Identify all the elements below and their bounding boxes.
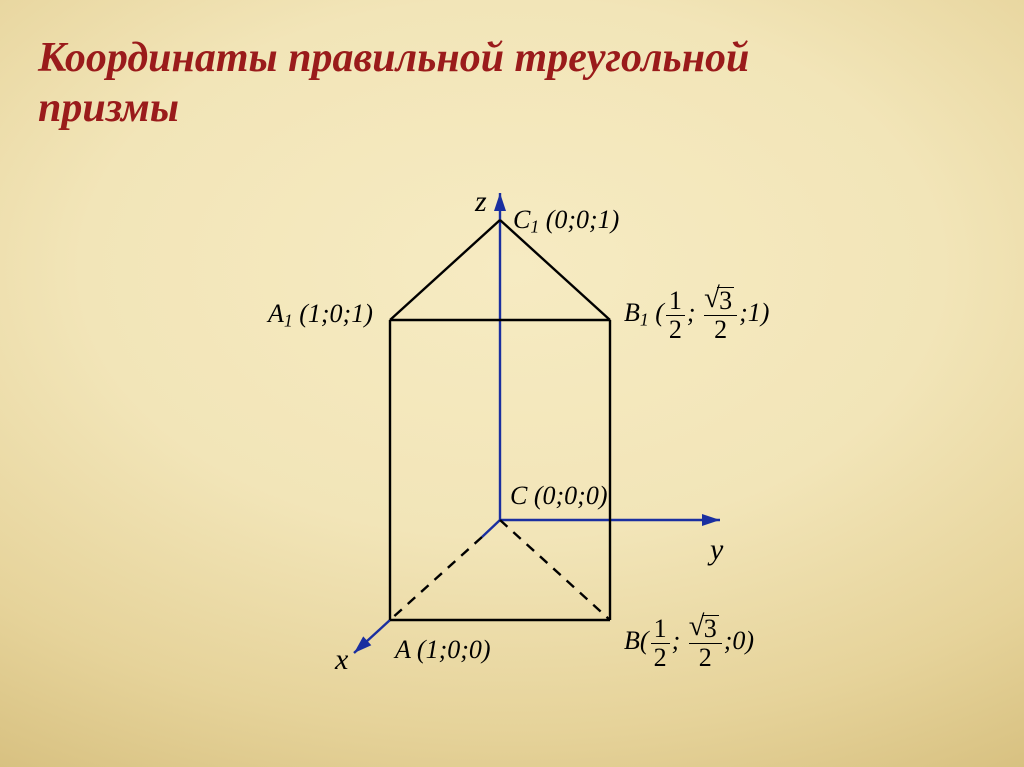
slide-root: Координаты правильной треугольной призмы… (0, 0, 1024, 767)
title-line2: призмы (38, 85, 179, 131)
axis-label-x: x (335, 643, 348, 677)
vertex-label-C: C (0;0;0) (510, 481, 607, 511)
vertex-label-A1: A1 (1;0;1) (268, 299, 373, 331)
axis-label-z: z (475, 185, 487, 219)
slide-title: Координаты правильной треугольной призмы (38, 34, 749, 133)
vertex-label-B1: B1 (12; 32;1) (624, 287, 769, 343)
vertex-label-A: A (1;0;0) (395, 635, 491, 665)
vertex-label-B: B(12; 32;0) (624, 615, 754, 671)
diagram-container: x y z C1 (0;0;1) A1 (1;0;1) B1 (12; 32;1) C (0… (220, 175, 820, 735)
vertex-label-C1: C1 (0;0;1) (513, 205, 619, 237)
title-line1: Координаты правильной треугольной (38, 35, 749, 81)
axis-label-y: y (710, 533, 723, 567)
